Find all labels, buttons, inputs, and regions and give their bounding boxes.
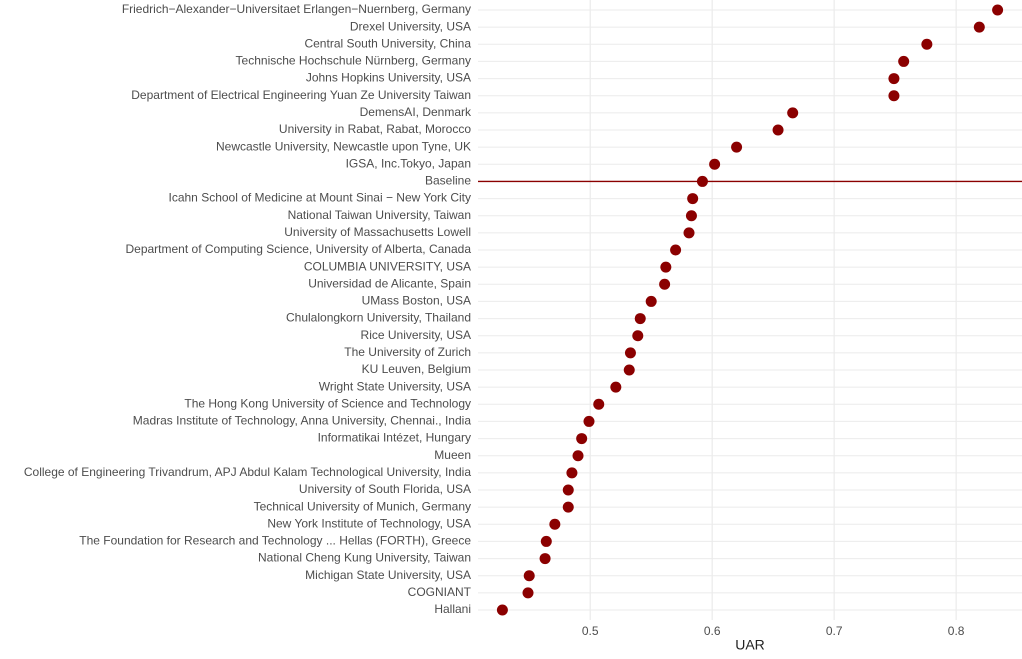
dot xyxy=(645,295,657,307)
dot xyxy=(583,415,595,427)
dot xyxy=(772,124,784,136)
dot xyxy=(683,227,695,239)
dot xyxy=(562,501,574,513)
dot xyxy=(921,38,933,50)
dot xyxy=(576,433,588,445)
y-tick-label: Madras Institute of Technology, Anna Uni… xyxy=(133,414,472,428)
x-tick-label: 0.6 xyxy=(704,624,721,638)
y-tick-label: Newcastle University, Newcastle upon Tyn… xyxy=(216,139,471,153)
y-tick-label: The Foundation for Research and Technolo… xyxy=(79,534,471,548)
y-tick-label: Icahn School of Medicine at Mount Sinai … xyxy=(169,191,472,205)
y-tick-label: College of Engineering Trivandrum, APJ A… xyxy=(24,465,471,479)
y-tick-label: COLUMBIA UNIVERSITY, USA xyxy=(304,259,471,273)
dot xyxy=(540,535,552,547)
y-tick-label: Michigan State University, USA xyxy=(305,568,471,582)
dot xyxy=(549,518,561,530)
dot xyxy=(888,73,900,85)
dot xyxy=(634,313,646,325)
y-tick-label: Department of Electrical Engineering Yua… xyxy=(131,88,471,102)
y-tick-label: Technical University of Munich, Germany xyxy=(254,499,471,513)
x-tick-label: 0.5 xyxy=(582,624,599,638)
y-tick-label: Central South University, China xyxy=(304,36,471,50)
dot xyxy=(572,450,584,462)
y-tick-label: Technische Hochschule Nürnberg, Germany xyxy=(236,54,471,68)
dot xyxy=(610,381,622,393)
dot xyxy=(623,364,635,376)
dot xyxy=(687,193,699,205)
y-tick-label: Informatikai Intézet, Hungary xyxy=(318,431,471,445)
dot xyxy=(787,107,799,119)
y-tick-label: Mueen xyxy=(434,448,471,462)
dot xyxy=(539,553,551,565)
y-tick-label: COGNIANT xyxy=(408,585,472,599)
y-tick-label: Baseline xyxy=(425,174,471,188)
y-tick-label: National Cheng Kung University, Taiwan xyxy=(258,551,471,565)
y-tick-label: Hallani xyxy=(434,602,471,616)
y-tick-label: Universidad de Alicante, Spain xyxy=(308,276,471,290)
dot xyxy=(593,398,605,410)
dot xyxy=(731,141,743,153)
dot xyxy=(523,570,535,582)
x-axis-label: UAR xyxy=(735,637,765,653)
y-tick-label: Rice University, USA xyxy=(361,328,471,342)
dot xyxy=(562,484,574,496)
y-tick-label: UMass Boston, USA xyxy=(362,294,471,308)
y-tick-label: The University of Zurich xyxy=(344,345,471,359)
dot xyxy=(888,90,900,102)
dot xyxy=(660,261,672,273)
y-tick-label: University of Massachusetts Lowell xyxy=(284,225,471,239)
dot xyxy=(624,347,636,359)
y-tick-label: Johns Hopkins University, USA xyxy=(306,71,471,85)
dot xyxy=(659,278,671,290)
y-tick-label: Chulalongkorn University, Thailand xyxy=(286,311,471,325)
dot xyxy=(670,244,682,256)
dot xyxy=(973,21,985,33)
y-tick-label: University in Rabat, Rabat, Morocco xyxy=(279,122,471,136)
dot xyxy=(522,587,534,599)
y-tick-label: Department of Computing Science, Univers… xyxy=(125,242,471,256)
y-tick-label: KU Leuven, Belgium xyxy=(362,362,471,376)
y-tick-label: University of South Florida, USA xyxy=(299,482,471,496)
y-tick-label: New York Institute of Technology, USA xyxy=(267,516,471,530)
y-tick-label: The Hong Kong University of Science and … xyxy=(184,396,471,410)
y-tick-label: IGSA, Inc.Tokyo, Japan xyxy=(346,156,471,170)
y-tick-label: DemensAI, Denmark xyxy=(360,105,472,119)
dot xyxy=(696,175,708,187)
dot xyxy=(709,158,721,170)
y-tick-label: Wright State University, USA xyxy=(319,379,471,393)
dot xyxy=(496,604,508,616)
x-tick-label: 0.7 xyxy=(826,624,843,638)
dot xyxy=(898,55,910,67)
dot xyxy=(992,4,1004,16)
y-tick-label: Drexel University, USA xyxy=(350,19,471,33)
dot xyxy=(632,330,644,342)
y-tick-label: Friedrich−Alexander−Universitaet Erlange… xyxy=(122,2,471,16)
dot xyxy=(685,210,697,222)
dot xyxy=(566,467,578,479)
x-tick-label: 0.8 xyxy=(948,624,965,638)
y-tick-label: National Taiwan University, Taiwan xyxy=(288,208,471,222)
